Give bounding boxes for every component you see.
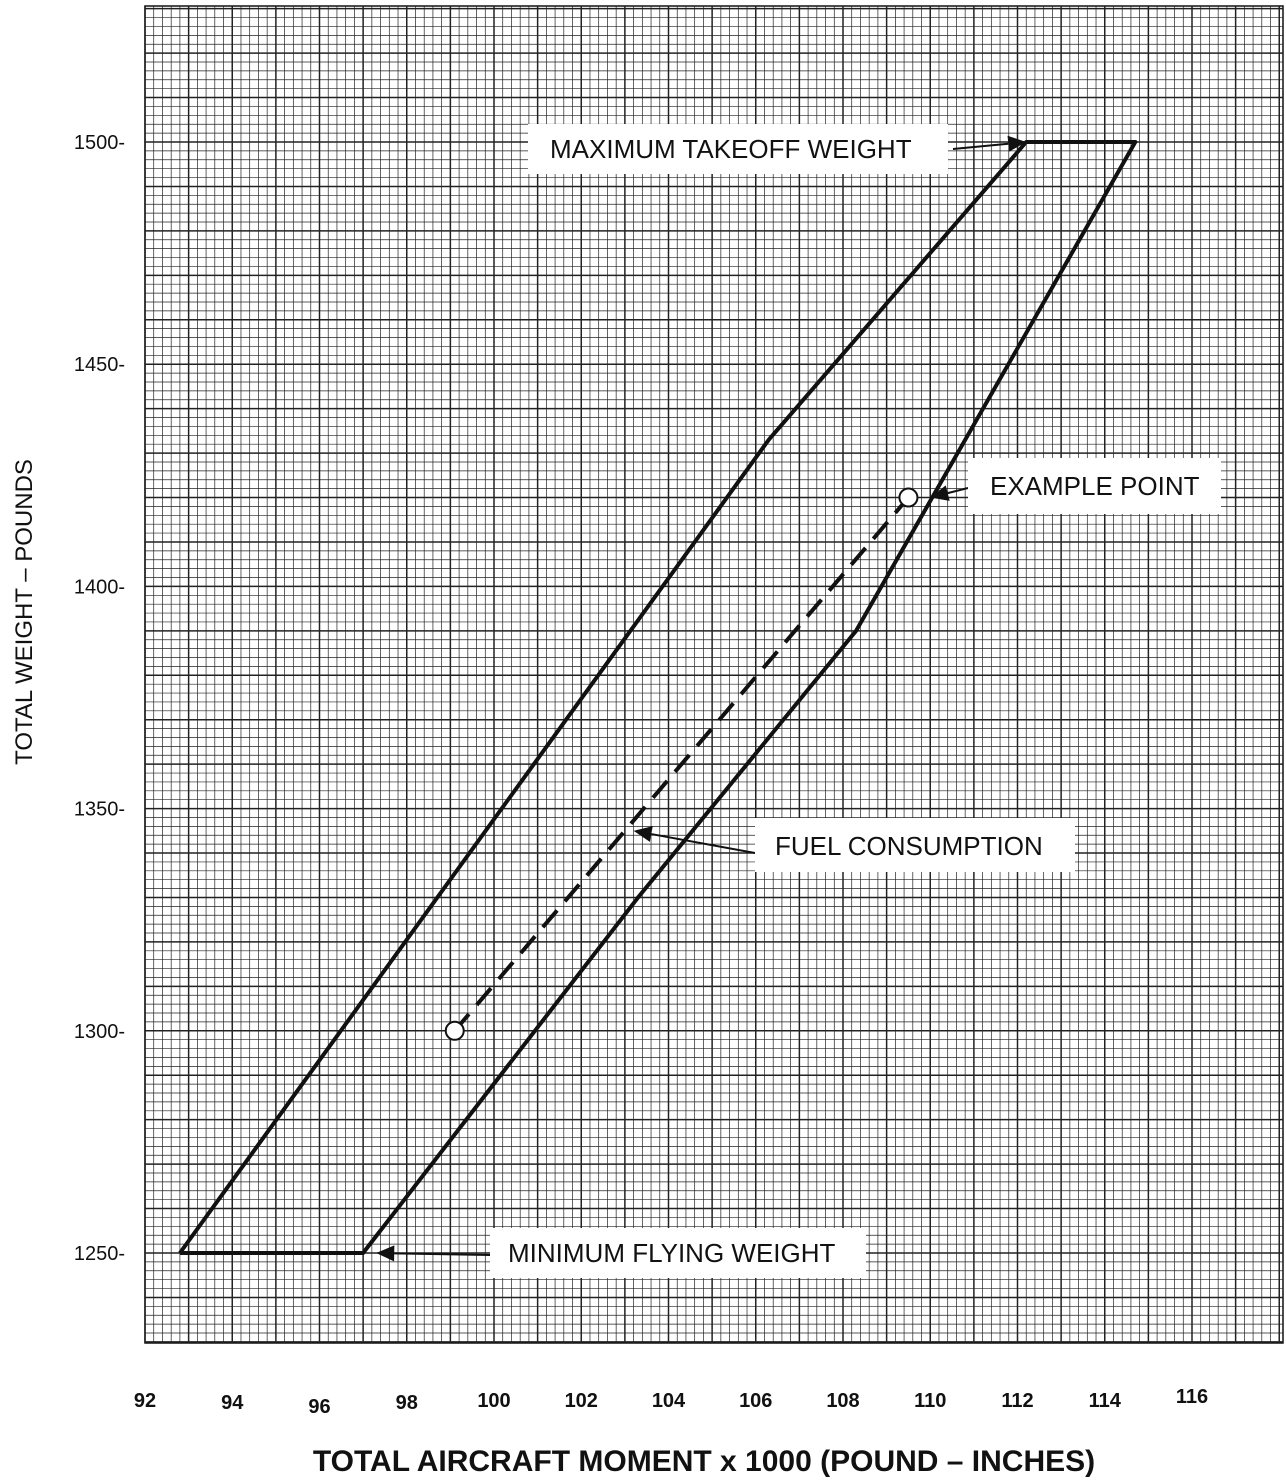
x-tick-label: 100 (477, 1390, 510, 1412)
x-tick-label: 94 (221, 1392, 244, 1414)
annotation-arrowhead (376, 1245, 395, 1262)
annotation-label: EXAMPLE POINT (990, 471, 1200, 501)
y-tick-label: 1350- (74, 799, 125, 821)
annotation-box (490, 1228, 866, 1278)
annotation-box (528, 124, 948, 174)
annotation-box (968, 458, 1221, 514)
x-tick-label: 110 (914, 1390, 946, 1412)
annotation-arrow-line (394, 1252, 491, 1256)
x-tick-label: 92 (134, 1390, 156, 1412)
fuel-consumption-line (453, 496, 910, 1033)
x-tick-label: 104 (652, 1390, 686, 1412)
y-axis-title: TOTAL WEIGHT – POUNDS (11, 459, 38, 765)
chart-tick-labels: 1250- 1300- 1350- 1400- 1450- 1500- 92 94 96 98 10… (74, 132, 1208, 1418)
open-circle-marker (898, 487, 919, 508)
y-tick-label: 1250- (74, 1243, 125, 1265)
annotation-arrowhead (930, 485, 950, 501)
annotation-label: MINIMUM FLYING WEIGHT (508, 1238, 836, 1268)
x-axis-title: TOTAL AIRCRAFT MOMENT x 1000 (POUND – IN… (313, 1445, 1095, 1478)
y-tick-label: 1450- (74, 354, 125, 376)
y-tick-label: 1300- (74, 1021, 125, 1043)
x-tick-label: 106 (739, 1390, 772, 1412)
x-tick-label: 114 (1089, 1390, 1122, 1412)
x-tick-label: 96 (308, 1396, 330, 1418)
plot-area (144, 5, 1284, 1344)
y-tick-label: 1400- (74, 576, 125, 598)
x-tick-label: 116 (1176, 1386, 1208, 1408)
chart-grid (144, 5, 1284, 1344)
cg-envelope-line (178, 140, 1138, 1255)
chart-annotations: MAXIMUM TAKEOFF WEIGHT EXAMPLE POINT FUEL … (376, 124, 1221, 1278)
y-tick-label: 1500- (74, 132, 125, 154)
x-tick-label: 102 (565, 1390, 598, 1412)
annotation-label: MAXIMUM TAKEOFF WEIGHT (550, 134, 912, 164)
x-tick-label: 98 (396, 1392, 418, 1414)
annotation-arrow-line (651, 833, 756, 854)
chart-series (178, 140, 1138, 1255)
annotation-arrow-line (947, 487, 969, 495)
x-tick-label: 108 (826, 1390, 859, 1412)
x-tick-label: 112 (1001, 1390, 1033, 1412)
annotation-arrow-line (952, 142, 1009, 150)
open-circle-marker (444, 1020, 465, 1041)
annotation-arrowhead (1007, 135, 1027, 152)
annotation-label: FUEL CONSUMPTION (775, 831, 1043, 861)
annotation-arrowhead (633, 826, 653, 842)
annotation-box (755, 818, 1075, 872)
